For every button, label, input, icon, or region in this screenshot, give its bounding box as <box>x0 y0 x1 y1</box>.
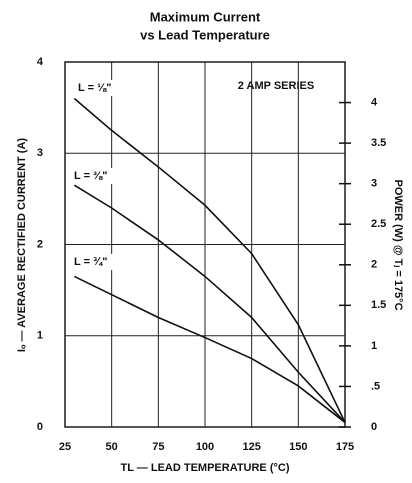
y2-tick-label: 1.5 <box>371 299 386 311</box>
x-tick-label: 50 <box>106 441 118 453</box>
x-tick-label: 25 <box>59 441 71 453</box>
y2-tick-label: 3.5 <box>371 137 386 149</box>
curve-label: L = ⅛" <box>78 82 111 94</box>
y-tick-label: 1 <box>37 330 43 342</box>
annotation-box <box>212 70 340 100</box>
y-axis-label: Iₒ — AVERAGE RECTIFIED CURRENT (A) <box>16 138 28 352</box>
x-tick-label: 175 <box>336 441 354 453</box>
y2-tick-label: .5 <box>371 380 380 392</box>
y2-tick-label: 0 <box>371 421 377 433</box>
y2-tick-label: 1 <box>371 340 377 352</box>
chart-title: Maximum Current <box>150 9 261 24</box>
curve <box>73 275 346 424</box>
x-tick-label: 100 <box>196 441 214 453</box>
y2-axis-label: POWER (W) @ Tⱼ = 175°C <box>392 179 404 310</box>
y-tick-label: 3 <box>37 147 43 159</box>
curve-label: L = ¾" <box>74 256 107 268</box>
curve <box>73 97 346 423</box>
annotation: 2 AMP SERIES <box>238 80 314 92</box>
curve-label-bg <box>72 168 130 184</box>
chart-subtitle: vs Lead Temperature <box>140 27 270 42</box>
x-tick-label: 150 <box>289 441 307 453</box>
y2-tick-label: 2 <box>371 259 377 271</box>
x-axis-label: TL — LEAD TEMPERATURE (°C) <box>121 462 290 474</box>
curve-label-bg <box>72 254 130 270</box>
y2-tick-label: 2.5 <box>371 218 386 230</box>
x-tick-label: 125 <box>242 441 260 453</box>
y-tick-label: 4 <box>37 56 44 68</box>
curve-label-bg <box>76 80 134 96</box>
curve-label: L = ⅜" <box>74 170 107 182</box>
y2-tick-label: 4 <box>371 96 378 108</box>
y2-tick-label: 3 <box>371 178 377 190</box>
y-tick-label: 0 <box>37 421 43 433</box>
y-tick-label: 2 <box>37 238 43 250</box>
x-tick-label: 75 <box>152 441 164 453</box>
curve <box>73 184 346 423</box>
